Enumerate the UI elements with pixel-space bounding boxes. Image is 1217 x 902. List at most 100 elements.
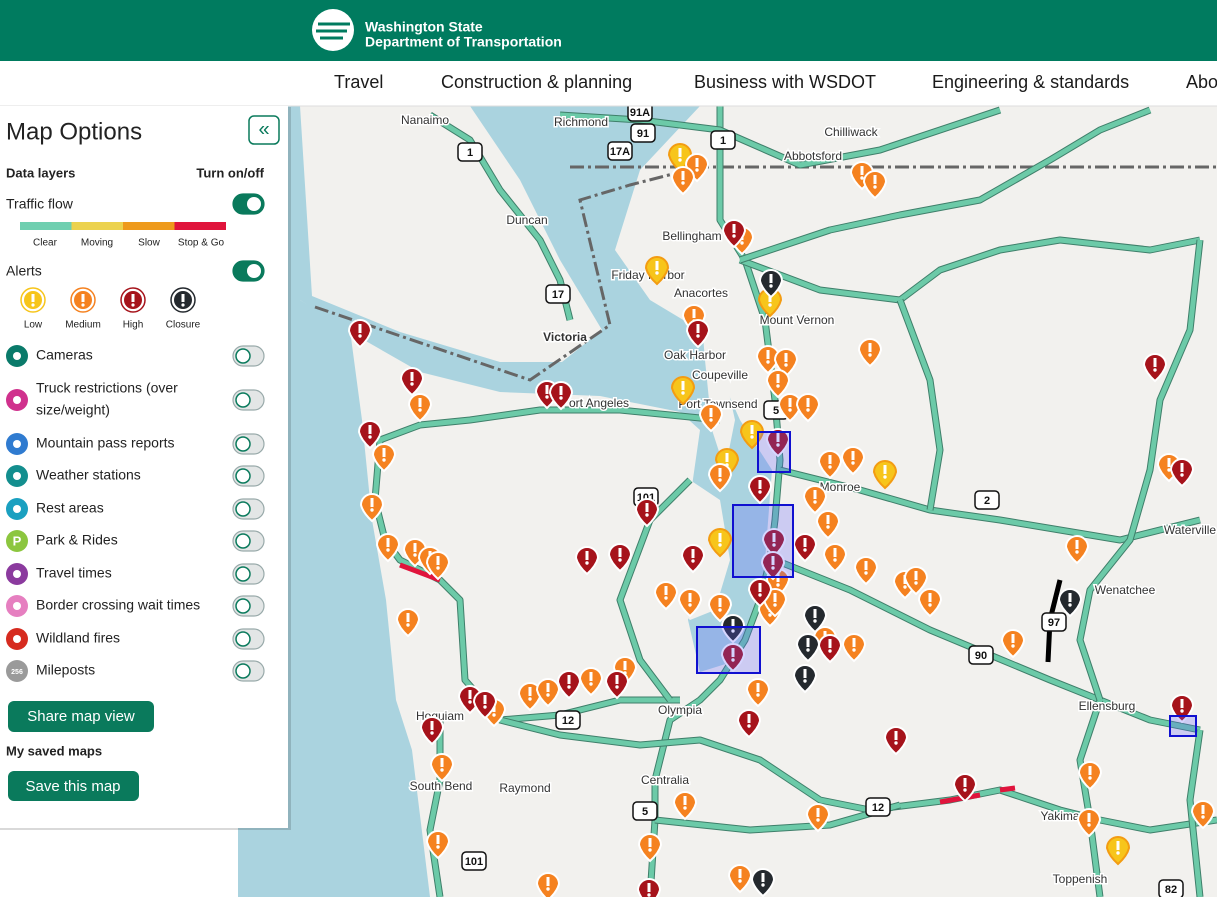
alert-marker[interactable] (760, 551, 786, 581)
alert-marker[interactable] (747, 475, 773, 505)
nav-link[interactable]: Engineering & standards (932, 72, 1129, 92)
alert-marker[interactable] (721, 219, 747, 249)
alert-marker[interactable] (1105, 836, 1131, 866)
alert-marker[interactable] (1169, 458, 1195, 488)
alert-marker[interactable] (399, 367, 425, 397)
alert-marker[interactable] (644, 256, 670, 286)
alert-marker[interactable] (604, 670, 630, 700)
alert-marker[interactable] (761, 528, 787, 558)
alert-marker[interactable] (419, 716, 445, 746)
toggle[interactable] (232, 260, 265, 282)
toggle[interactable] (232, 389, 265, 411)
alert-marker[interactable] (1057, 588, 1083, 618)
alert-marker[interactable] (407, 393, 433, 423)
nav-link[interactable]: Business with WSDOT (694, 72, 876, 92)
alert-marker[interactable] (707, 593, 733, 623)
toggle[interactable] (232, 498, 265, 520)
toggle[interactable] (232, 345, 265, 367)
alert-marker[interactable] (359, 493, 385, 523)
alert-marker[interactable] (634, 498, 660, 528)
collapse-icon[interactable]: « (258, 118, 269, 140)
alert-marker[interactable] (375, 533, 401, 563)
alert-marker[interactable] (698, 403, 724, 433)
toggle[interactable] (232, 465, 265, 487)
alert-marker[interactable] (578, 667, 604, 697)
alert-marker[interactable] (395, 608, 421, 638)
alert-marker[interactable] (517, 682, 543, 712)
alert-marker[interactable] (1190, 800, 1216, 830)
alert-marker[interactable] (607, 543, 633, 573)
nav-link[interactable]: Travel (334, 72, 383, 92)
alert-marker[interactable] (425, 830, 451, 860)
alert-marker[interactable] (817, 450, 843, 480)
alert-marker[interactable] (917, 588, 943, 618)
share-label[interactable]: Share map view (27, 708, 135, 725)
alert-marker[interactable] (1000, 629, 1026, 659)
alert-marker[interactable] (758, 269, 784, 299)
alert-marker[interactable] (745, 678, 771, 708)
alert-marker[interactable] (883, 726, 909, 756)
alert-marker[interactable] (750, 868, 776, 898)
nav-link[interactable]: About (1186, 72, 1217, 92)
alert-marker[interactable] (1077, 761, 1103, 791)
alert-marker[interactable] (802, 604, 828, 634)
alert-marker[interactable] (672, 791, 698, 821)
alert-marker[interactable] (857, 338, 883, 368)
alert-marker[interactable] (795, 633, 821, 663)
alert-marker[interactable] (720, 614, 746, 644)
alert-marker[interactable] (872, 460, 898, 490)
alert-marker[interactable] (792, 533, 818, 563)
alert-marker[interactable] (747, 578, 773, 608)
toggle[interactable] (232, 433, 265, 455)
alert-marker[interactable] (815, 510, 841, 540)
alert-marker[interactable] (792, 664, 818, 694)
collapse-btn[interactable] (248, 115, 280, 145)
toggle[interactable] (232, 530, 265, 552)
save-label[interactable]: Save this map (25, 778, 120, 795)
alert-marker[interactable] (707, 463, 733, 493)
alert-marker[interactable] (685, 319, 711, 349)
alert-marker[interactable] (347, 319, 373, 349)
alert-marker[interactable] (720, 643, 746, 673)
alert-marker[interactable] (822, 543, 848, 573)
alert-marker[interactable] (1064, 535, 1090, 565)
alert-marker[interactable] (817, 634, 843, 664)
alert-marker[interactable] (636, 878, 662, 902)
alert-marker[interactable] (903, 566, 929, 596)
alert-marker[interactable] (429, 753, 455, 783)
toggle[interactable] (232, 563, 265, 585)
share-btn[interactable] (8, 701, 154, 732)
alert-marker[interactable] (802, 485, 828, 515)
toggle[interactable] (232, 595, 265, 617)
alert-marker[interactable] (1142, 353, 1168, 383)
alert-marker[interactable] (1076, 808, 1102, 838)
alert-marker[interactable] (535, 872, 561, 902)
toggle[interactable] (232, 193, 265, 215)
alert-marker[interactable] (853, 556, 879, 586)
alert-marker[interactable] (765, 369, 791, 399)
alert-marker[interactable] (556, 670, 582, 700)
alert-marker[interactable] (425, 551, 451, 581)
alert-marker[interactable] (670, 166, 696, 196)
alert-marker[interactable] (795, 393, 821, 423)
alert-marker[interactable] (841, 633, 867, 663)
alert-marker[interactable] (707, 528, 733, 558)
alert-marker[interactable] (952, 773, 978, 803)
alert-marker[interactable] (840, 446, 866, 476)
alert-marker[interactable] (535, 678, 561, 708)
alert-marker[interactable] (765, 428, 791, 458)
alert-marker[interactable] (574, 546, 600, 576)
save-btn[interactable] (8, 771, 139, 801)
alert-marker[interactable] (653, 581, 679, 611)
alert-marker[interactable] (677, 588, 703, 618)
alert-marker[interactable] (637, 833, 663, 863)
alert-marker[interactable] (727, 864, 753, 894)
alert-marker[interactable] (472, 690, 498, 720)
toggle[interactable] (232, 660, 265, 682)
alert-marker[interactable] (670, 376, 696, 406)
alert-marker[interactable] (736, 709, 762, 739)
alert-marker[interactable] (371, 443, 397, 473)
alert-marker[interactable] (805, 803, 831, 833)
alert-marker[interactable] (680, 544, 706, 574)
toggle[interactable] (232, 628, 265, 650)
